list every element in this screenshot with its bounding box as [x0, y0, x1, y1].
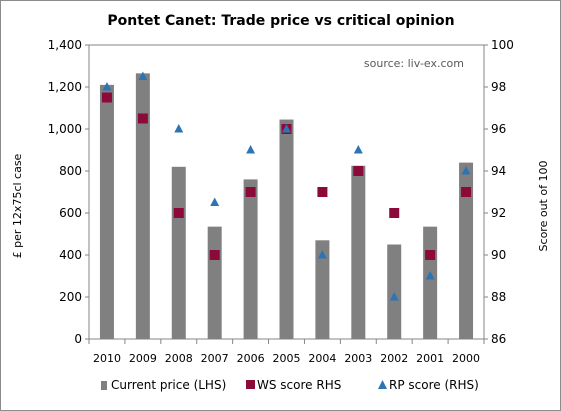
y-axis-left-label: £ per 12x75cl case — [11, 153, 24, 258]
x-tick-label: 2006 — [237, 352, 265, 365]
legend-swatch-bar — [101, 381, 107, 390]
y-right-tick-label: 100 — [491, 38, 514, 52]
x-tick-label: 2002 — [380, 352, 408, 365]
point-ws-score — [389, 208, 400, 218]
plot-area: 0 200 400 600 800 1,000 1,200 1,400 86 88 90 92 94 96… — [48, 38, 514, 365]
point-ws-score — [317, 187, 328, 197]
bar-current-price — [351, 165, 366, 339]
x-tick-label: 2003 — [344, 352, 372, 365]
x-tick-label: 2005 — [273, 352, 301, 365]
x-tick-label: 2001 — [416, 352, 444, 365]
legend-label: Current price (LHS) — [111, 378, 226, 392]
point-rp-score — [246, 145, 256, 154]
y-left-tick-label: 800 — [59, 164, 82, 178]
point-ws-score — [353, 166, 364, 176]
point-rp-score — [353, 145, 363, 154]
point-ws-score — [137, 113, 148, 124]
y-right-tick-label: 94 — [491, 164, 506, 178]
point-rp-score — [461, 166, 471, 175]
bar-current-price — [243, 179, 258, 339]
bar-current-price — [423, 226, 438, 339]
x-tick-label: 2000 — [452, 352, 480, 365]
y-left-tick-label: 200 — [59, 290, 82, 304]
bar-current-price — [279, 119, 294, 339]
legend: Current price (LHS) WS score RHS RP score … — [101, 378, 479, 392]
point-rp-score — [174, 124, 184, 133]
bar-current-price — [207, 226, 222, 339]
source-note: source: liv-ex.com — [364, 57, 464, 70]
y-left-tick-label: 0 — [74, 332, 82, 346]
y-right-tick-label: 90 — [491, 248, 506, 262]
point-ws-score — [101, 92, 112, 103]
legend-label: RP score (RHS) — [389, 378, 479, 392]
y-left-tick-label: 400 — [59, 248, 82, 262]
y-right-tick-label: 92 — [491, 206, 506, 220]
point-ws-score — [425, 250, 436, 260]
y-left-tick-label: 600 — [59, 206, 82, 220]
bar-current-price — [99, 84, 114, 340]
point-rp-score — [425, 271, 435, 280]
bar-current-price — [171, 166, 186, 339]
bar-current-price — [315, 240, 330, 339]
x-tick-label: 2009 — [129, 352, 157, 365]
y-right-tick-label: 96 — [491, 122, 506, 136]
y-left-tick-label: 1,400 — [48, 38, 82, 52]
legend-swatch-triangle — [378, 380, 387, 389]
y-right-tick-label: 98 — [491, 80, 506, 94]
legend-label: WS score RHS — [257, 378, 341, 392]
point-rp-score — [102, 82, 112, 91]
point-ws-score — [245, 187, 256, 197]
bar-current-price — [459, 162, 474, 339]
y-right-tick-label: 88 — [491, 290, 506, 304]
point-rp-score — [317, 250, 327, 259]
point-rp-score — [210, 197, 220, 206]
bar-current-price — [387, 244, 402, 339]
x-tick-label: 2010 — [93, 352, 121, 365]
x-tick-label: 2007 — [201, 352, 229, 365]
point-ws-score — [173, 208, 184, 218]
legend-swatch-square — [246, 380, 255, 389]
point-rp-score — [282, 124, 291, 133]
x-tick-label: 2008 — [165, 352, 193, 365]
point-rp-score — [389, 292, 399, 301]
y-right-tick-label: 86 — [491, 332, 506, 346]
point-rp-score — [138, 71, 148, 80]
y-axis-right-label: Score out of 100 — [537, 161, 550, 252]
y-left-tick-label: 1,200 — [48, 80, 82, 94]
y-left-tick-label: 1,000 — [48, 122, 82, 136]
point-ws-score — [461, 187, 472, 197]
bar-current-price — [135, 73, 150, 339]
x-tick-label: 2004 — [308, 352, 336, 365]
chart-title: Pontet Canet: Trade price vs critical op… — [107, 13, 454, 29]
point-ws-score — [209, 250, 220, 260]
